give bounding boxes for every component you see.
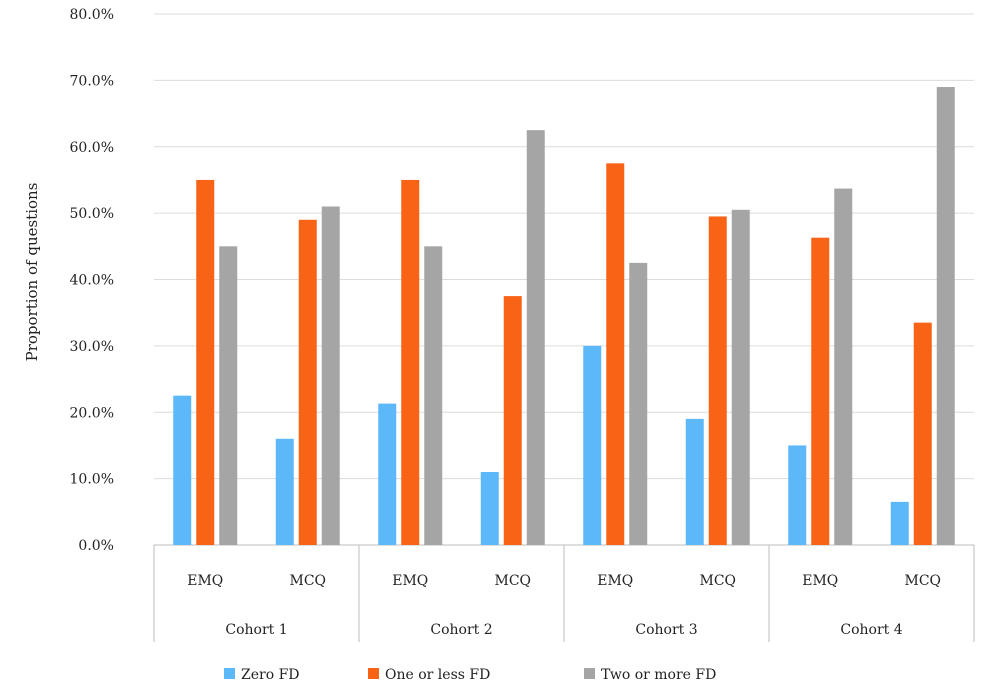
y-tick-label: 50.0% <box>70 206 114 222</box>
legend-label: One or less FD <box>385 667 490 683</box>
bar-zero-fd <box>275 438 294 545</box>
legend-label: Zero FD <box>241 667 300 683</box>
x-category-label: MCQ <box>494 573 531 589</box>
bar-two-or-more-fd <box>731 209 750 545</box>
bar-two-or-more-fd <box>526 130 545 545</box>
y-tick-label: 0.0% <box>78 538 114 554</box>
x-category-label: EMQ <box>392 573 428 589</box>
bars <box>173 87 955 546</box>
x-group-label: Cohort 2 <box>430 622 492 638</box>
legend-swatch-zero-fd <box>224 668 235 679</box>
x-group-label: Cohort 1 <box>225 622 287 638</box>
bar-one-or-less-fd <box>811 237 830 545</box>
bar-one-or-less-fd <box>913 322 932 545</box>
x-axis: EMQ MCQ EMQ MCQ EMQ MCQ EMQ MCQ Cohort 1 Cohort 2… <box>153 545 975 642</box>
y-tick-label: 80.0% <box>70 7 114 23</box>
bar-one-or-less-fd <box>196 179 215 545</box>
legend-swatch-one-or-less-fd <box>368 668 379 679</box>
y-tick-label: 20.0% <box>70 405 114 421</box>
y-tick-label: 40.0% <box>70 273 114 289</box>
y-tick-label: 30.0% <box>70 339 114 355</box>
bar-one-or-less-fd <box>298 219 317 545</box>
y-tick-label: 10.0% <box>70 472 114 488</box>
x-category-label: MCQ <box>904 573 941 589</box>
bar-two-or-more-fd <box>834 188 853 545</box>
bar-zero-fd <box>685 418 704 545</box>
bar-zero-fd <box>480 471 499 545</box>
bar-two-or-more-fd <box>424 246 443 545</box>
bar-two-or-more-fd <box>936 87 955 545</box>
bar-zero-fd <box>788 445 807 545</box>
bar-two-or-more-fd <box>321 206 340 546</box>
bar-zero-fd <box>890 501 909 545</box>
x-group-label: Cohort 3 <box>635 622 697 638</box>
y-axis-ticks: 0.0% 10.0% 20.0% 30.0% 40.0% 50.0% 60.0% 70.0% 8… <box>70 7 114 554</box>
bar-one-or-less-fd <box>606 163 625 545</box>
x-category-label: EMQ <box>802 573 838 589</box>
bar-zero-fd <box>173 395 192 545</box>
bar-one-or-less-fd <box>708 216 727 545</box>
y-tick-label: 60.0% <box>70 140 114 156</box>
bar-one-or-less-fd <box>401 179 420 545</box>
legend-label: Two or more FD <box>601 667 716 683</box>
bar-two-or-more-fd <box>629 262 648 545</box>
y-axis-title: Proportion of questions <box>23 183 41 362</box>
legend: Zero FD One or less FD Two or more FD <box>224 667 716 683</box>
y-tick-label: 70.0% <box>70 73 114 89</box>
bar-zero-fd <box>378 403 397 545</box>
legend-swatch-two-or-more-fd <box>584 668 595 679</box>
x-category-label: MCQ <box>289 573 326 589</box>
bar-one-or-less-fd <box>503 296 522 545</box>
x-category-label: MCQ <box>699 573 736 589</box>
bar-two-or-more-fd <box>219 246 238 545</box>
x-group-label: Cohort 4 <box>840 622 902 638</box>
x-category-label: EMQ <box>597 573 633 589</box>
bar-zero-fd <box>583 345 602 545</box>
x-category-label: EMQ <box>187 573 223 589</box>
